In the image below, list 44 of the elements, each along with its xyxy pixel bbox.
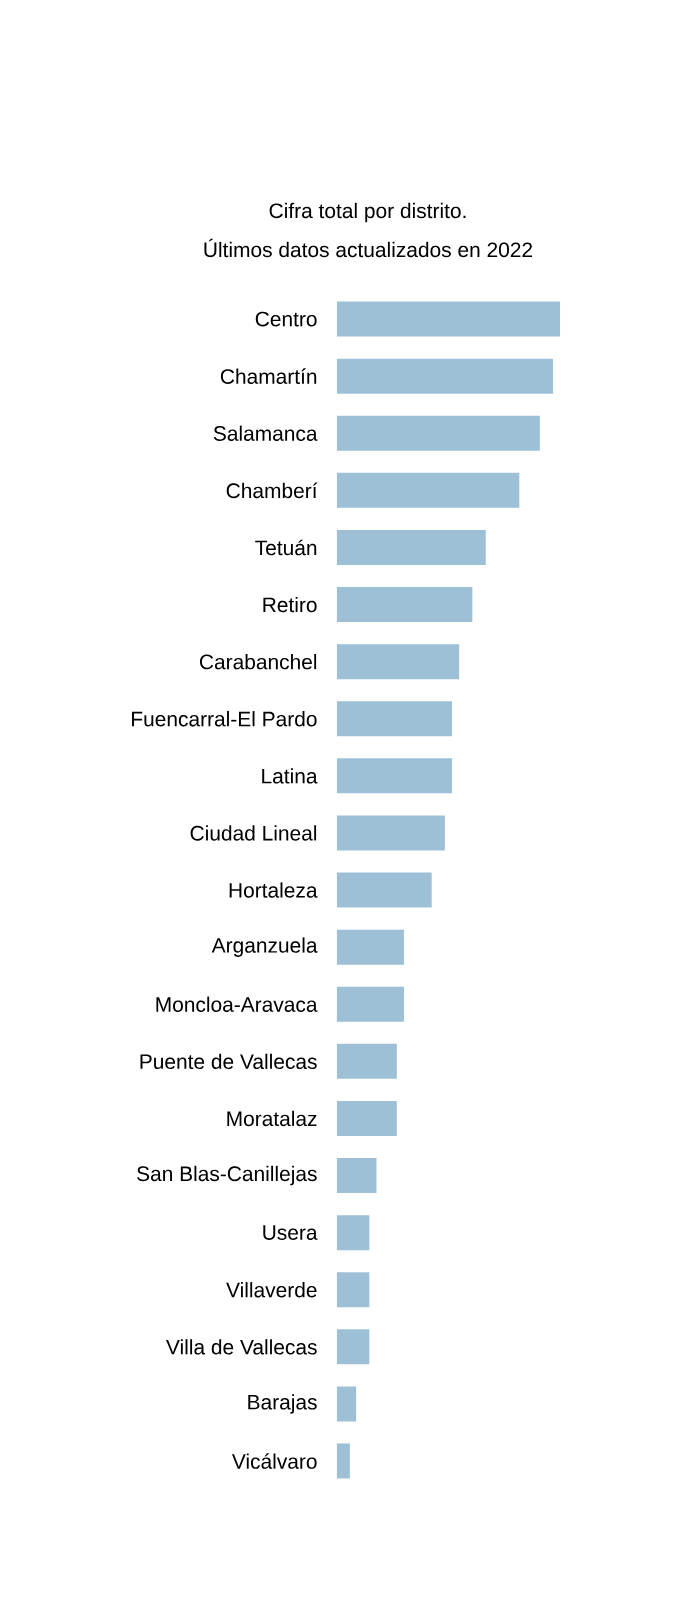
- bar: [336, 415, 540, 451]
- bar: [336, 986, 404, 1022]
- y-tick-label: Latina: [262, 768, 318, 784]
- bar: [336, 929, 404, 965]
- chart-subtitle: Últimos datos actualizados en 2022: [204, 238, 533, 258]
- y-tick-label: Centro: [255, 311, 317, 327]
- y-tick-label: San Blas-Canillejas: [137, 1165, 317, 1186]
- bar: [336, 1272, 370, 1308]
- bar: [336, 1443, 350, 1479]
- y-tick-label: Retiro: [263, 596, 317, 613]
- y-tick-label: Carabanchel: [199, 653, 317, 670]
- bar: [336, 358, 554, 394]
- bar: [336, 1329, 370, 1365]
- chart-title: Cifra total por distrito.: [269, 202, 466, 223]
- bar: [336, 529, 486, 565]
- bar: [336, 644, 460, 680]
- y-tick-label: Moncloa-Aravaca: [156, 996, 318, 1012]
- y-tick-label: Usera: [263, 1225, 318, 1240]
- bar: [336, 472, 520, 508]
- bar: [336, 1386, 357, 1422]
- y-tick-label: Barajas: [248, 1394, 317, 1414]
- bar: [336, 758, 453, 794]
- y-tick-label: Vicálvaro: [231, 1453, 317, 1469]
- bar: [336, 815, 445, 851]
- y-tick-label: Salamanca: [213, 425, 318, 441]
- y-tick-label: Chamartín: [220, 368, 317, 384]
- y-tick-label: Tetuán: [255, 539, 317, 556]
- y-tick-label: Chamberí: [226, 482, 318, 499]
- y-tick-label: Fuencarral-El Pardo: [132, 711, 317, 727]
- bar: [336, 1158, 377, 1194]
- bar: [336, 587, 473, 623]
- bar: [336, 1043, 397, 1079]
- bar: [336, 701, 453, 737]
- y-tick-label: Villa de Vallecas: [166, 1339, 317, 1355]
- y-tick-label: Puente de Vallecas: [140, 1053, 317, 1070]
- bar: [336, 301, 561, 337]
- bar: [336, 1215, 370, 1251]
- y-tick-label: Ciudad Lineal: [190, 825, 317, 841]
- y-tick-label: Hortaleza: [229, 882, 318, 898]
- bar: [336, 872, 432, 908]
- y-tick-label: Moratalaz: [227, 1110, 317, 1127]
- y-tick-label: Arganzuela: [211, 937, 318, 957]
- bar: [336, 1100, 397, 1136]
- y-tick-label: Villaverde: [226, 1282, 317, 1298]
